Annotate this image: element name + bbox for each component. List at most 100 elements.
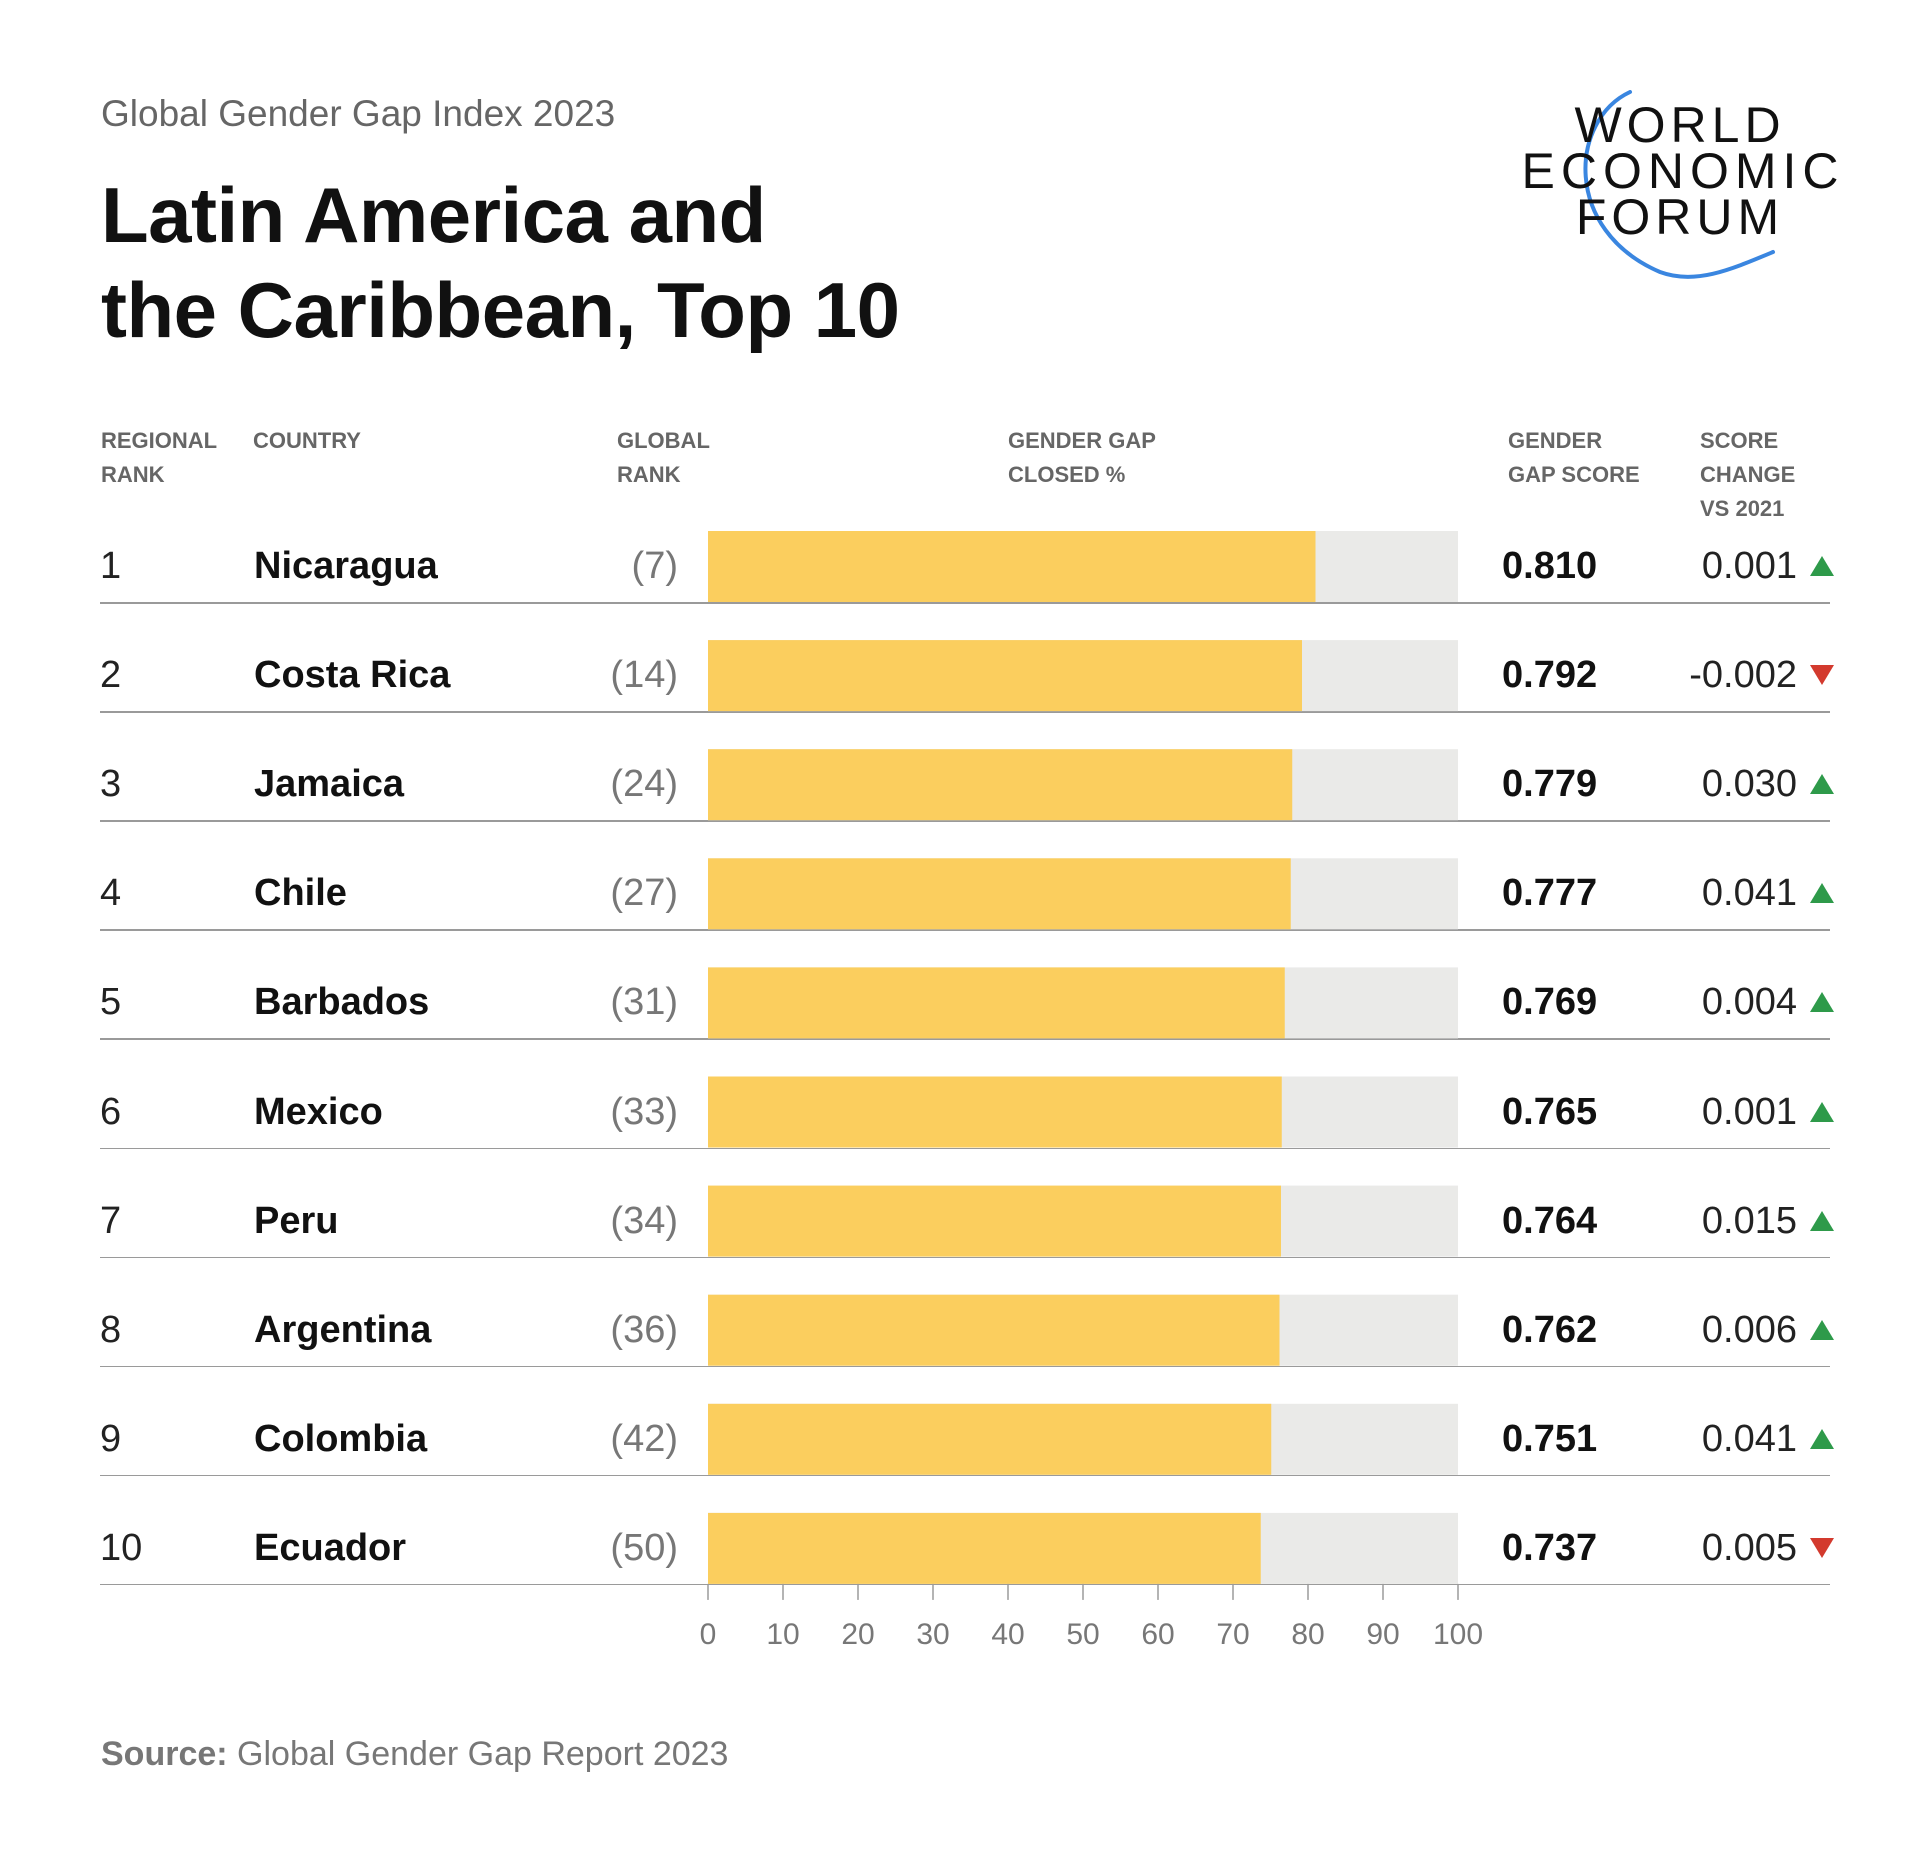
global-rank: (33) (610, 1090, 678, 1133)
gender-gap-score: 0.764 (1502, 1199, 1598, 1242)
regional-rank: 2 (100, 654, 122, 697)
logo-line-2: ECONOMIC (1521, 143, 1845, 199)
bar-chile (708, 858, 1291, 930)
global-rank: (24) (610, 763, 678, 806)
x-tick-label: 70 (1216, 1618, 1250, 1651)
global-rank: (36) (610, 1308, 678, 1351)
source-text: Global Gender Gap Report 2023 (237, 1735, 729, 1773)
bar-track (708, 531, 1458, 602)
x-tick-label: 50 (1066, 1618, 1100, 1651)
score-change: 0.006 (1701, 1308, 1797, 1351)
global-rank: (31) (610, 981, 678, 1024)
row-divider (100, 1147, 1830, 1149)
bar-jamaica (708, 749, 1293, 821)
triangle-up-icon (1810, 556, 1834, 576)
x-tick-label: 80 (1291, 1618, 1325, 1651)
triangle-up-icon (1810, 1428, 1834, 1449)
global-rank: (14) (610, 654, 678, 697)
logo-line-1: WORLD (1574, 97, 1786, 153)
x-tick-label: 60 (1141, 1618, 1175, 1651)
bar-mexico (708, 1076, 1282, 1148)
triangle-up-icon (1810, 883, 1834, 904)
row-divider (100, 1256, 1830, 1259)
row-divider (100, 1583, 1830, 1586)
bar-track (708, 1185, 1458, 1257)
bar-nicaragua (708, 531, 1316, 602)
x-tick-label: 100 (1432, 1618, 1484, 1651)
country-name: Costa Rica (254, 654, 451, 697)
score-change: 0.041 (1701, 1417, 1797, 1460)
triangle-up-icon (1810, 1319, 1834, 1340)
gender-gap-score: 0.779 (1502, 763, 1598, 806)
regional-rank: 7 (100, 1199, 122, 1242)
regional-rank: 5 (100, 981, 122, 1024)
x-tick-label: 90 (1366, 1618, 1400, 1651)
gender-gap-score: 0.792 (1502, 654, 1598, 697)
country-name: Mexico (254, 1090, 383, 1133)
bar-track (708, 1294, 1458, 1366)
bar-costa-rica (708, 640, 1302, 712)
bar-track (708, 1512, 1458, 1584)
country-name: Ecuador (254, 1526, 407, 1569)
triangle-down-icon (1810, 1537, 1834, 1558)
bar-ecuador (708, 1512, 1261, 1584)
row-divider (100, 1474, 1830, 1477)
title-line-1: Latin America and (101, 171, 766, 259)
row-divider (100, 711, 1830, 713)
bar-peru (708, 1185, 1281, 1257)
score-change: 0.041 (1701, 872, 1797, 915)
page-title: Latin America and the Caribbean, Top 10 (101, 168, 900, 358)
score-change: 0.004 (1701, 981, 1797, 1024)
country-name: Chile (254, 872, 347, 915)
bar-track (708, 1076, 1458, 1148)
gender-gap-score: 0.765 (1502, 1090, 1598, 1133)
score-change: 0.001 (1701, 1090, 1797, 1133)
triangle-up-icon (1810, 992, 1834, 1013)
global-rank: (50) (610, 1526, 678, 1569)
bar-colombia (708, 1403, 1272, 1475)
gender-gap-score: 0.810 (1502, 545, 1598, 587)
triangle-up-icon (1810, 1101, 1834, 1122)
header-gap-score: GENDER GAP SCORE (1508, 428, 1640, 487)
header-regional-rank: REGIONAL RANK (101, 428, 218, 487)
triangle-up-icon (1810, 774, 1834, 795)
score-change: 0.005 (1701, 1526, 1797, 1569)
regional-rank: 4 (100, 872, 122, 915)
regional-rank: 8 (100, 1308, 122, 1351)
score-change: 0.030 (1701, 763, 1797, 806)
country-name: Barbados (254, 981, 430, 1024)
header-score-change: SCORE CHANGE VS 2021 (1700, 428, 1796, 521)
wef-logo: WORLD ECONOMIC FORUM (1520, 90, 1850, 290)
regional-rank: 9 (100, 1417, 122, 1460)
logo-line-3: FORUM (1575, 189, 1785, 245)
country-name: Argentina (254, 1308, 432, 1351)
bar-track (708, 640, 1458, 712)
country-name: Nicaragua (254, 545, 438, 587)
bar-track (708, 967, 1458, 1039)
global-rank: (34) (610, 1199, 678, 1242)
supertitle: Global Gender Gap Index 2023 (101, 93, 616, 134)
triangle-up-icon (1810, 1210, 1834, 1231)
title-line-2: the Caribbean, Top 10 (101, 266, 900, 354)
bar-argentina (708, 1294, 1280, 1366)
score-change: -0.002 (1689, 654, 1797, 697)
row-divider (100, 1365, 1830, 1368)
header-country: COUNTRY (253, 428, 361, 453)
regional-rank: 6 (100, 1090, 122, 1133)
row-divider (100, 1038, 1830, 1040)
header-gap-closed: GENDER GAP CLOSED % (1008, 428, 1156, 487)
gender-gap-score: 0.777 (1502, 872, 1598, 915)
global-rank: (27) (610, 872, 678, 915)
score-change: 0.015 (1701, 1199, 1797, 1242)
country-name: Peru (254, 1199, 339, 1242)
x-tick-label: 0 (699, 1618, 717, 1651)
triangle-down-icon (1810, 665, 1834, 686)
country-name: Jamaica (254, 763, 405, 806)
bar-track (708, 858, 1458, 930)
x-tick-label: 40 (991, 1618, 1025, 1651)
country-name: Colombia (254, 1417, 428, 1460)
bar-track (708, 749, 1458, 821)
global-rank: (42) (610, 1417, 678, 1460)
regional-rank: 3 (100, 763, 122, 806)
logo-arc (1583, 90, 1775, 279)
